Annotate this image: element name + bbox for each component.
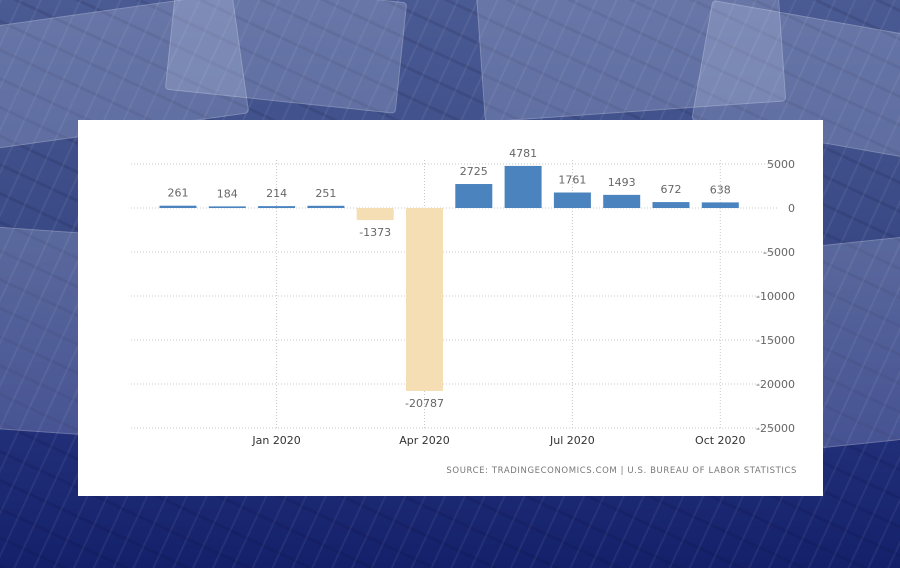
bar xyxy=(159,205,197,208)
chart-card: 5000 0 -5000 -10000 -15000 -20000 -25000 Jan 20… xyxy=(78,120,823,496)
x-tick-label: Jan 2020 xyxy=(251,434,300,447)
bar-chart: 5000 0 -5000 -10000 -15000 -20000 -25000 Jan 20… xyxy=(131,147,795,447)
source-caption: SOURCE: TRADINGECONOMICS.COM | U.S. BURE… xyxy=(446,466,797,476)
y-tick-label: -5000 xyxy=(763,246,795,259)
data-label: -1373 xyxy=(359,226,391,239)
bar xyxy=(504,165,542,208)
bar xyxy=(701,202,739,208)
y-tick-label: -15000 xyxy=(756,334,795,347)
y-tick-label: -10000 xyxy=(756,290,795,303)
x-tick-label: Apr 2020 xyxy=(399,434,450,447)
data-label: 1493 xyxy=(608,176,636,189)
bar xyxy=(307,205,345,208)
data-label: 638 xyxy=(710,183,731,196)
y-tick-label: 5000 xyxy=(767,158,795,171)
bar xyxy=(652,202,690,208)
y-tick-label: -20000 xyxy=(756,378,795,391)
y-tick-label: 0 xyxy=(788,202,795,215)
bar xyxy=(258,206,296,208)
data-label: 1761 xyxy=(558,174,586,187)
data-label: 4781 xyxy=(509,147,537,160)
x-tick-label: Oct 2020 xyxy=(695,434,746,447)
data-label: 214 xyxy=(266,187,287,200)
data-label: 261 xyxy=(168,187,189,200)
bar xyxy=(208,206,246,208)
data-label: -20787 xyxy=(405,397,444,410)
data-label: 2725 xyxy=(460,165,488,178)
bar xyxy=(356,208,394,221)
y-tick-label: -25000 xyxy=(756,422,795,435)
data-label: 672 xyxy=(661,183,682,196)
bar xyxy=(406,208,443,391)
data-label: 184 xyxy=(217,187,238,200)
x-tick-label: Jul 2020 xyxy=(549,434,595,447)
bar xyxy=(455,184,493,208)
bar xyxy=(553,192,591,208)
bar xyxy=(603,194,641,208)
data-label: 251 xyxy=(315,187,336,200)
